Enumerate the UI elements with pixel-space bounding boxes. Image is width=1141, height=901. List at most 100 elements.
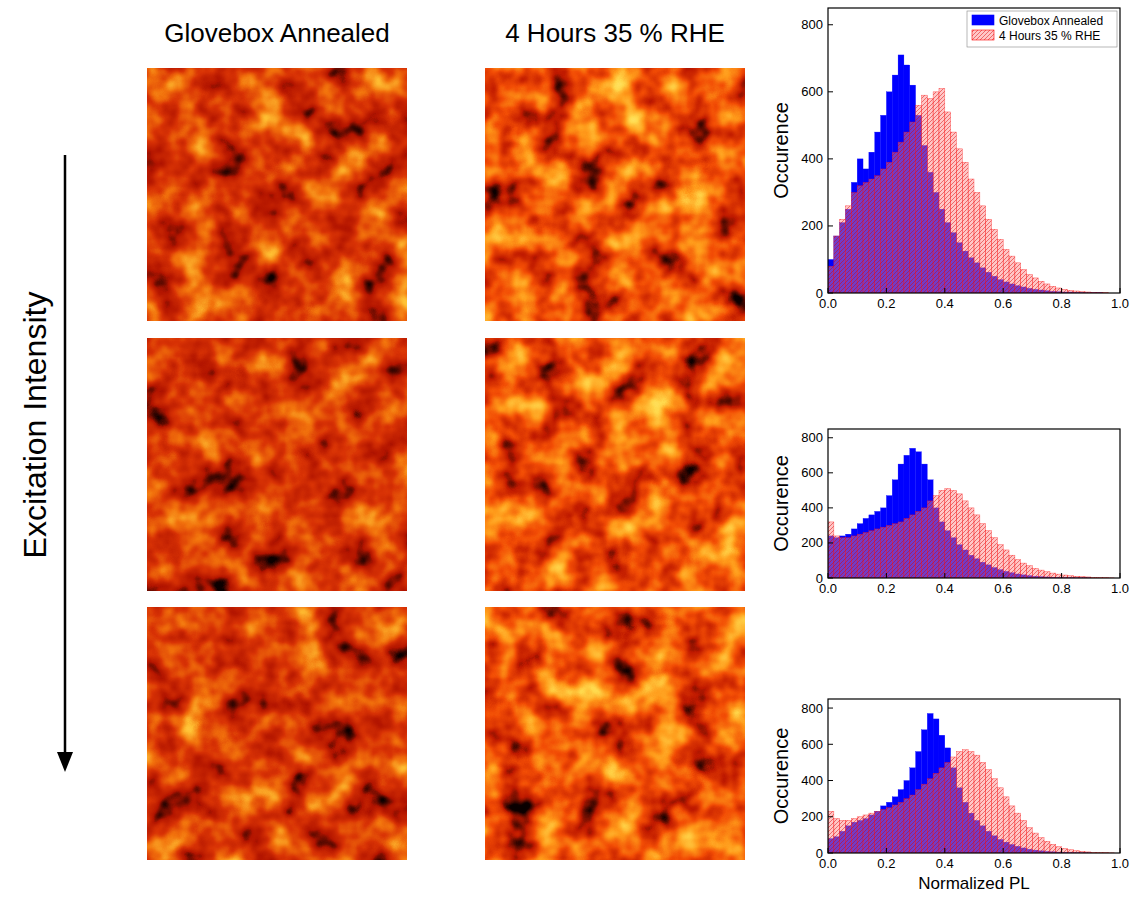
x-tick bbox=[1061, 573, 1062, 578]
pl-map-image bbox=[485, 68, 745, 321]
legend-box bbox=[967, 11, 1117, 47]
x-tick-label: 0.6 bbox=[994, 296, 1012, 311]
histogram-bar bbox=[980, 206, 986, 293]
histogram-bar bbox=[1038, 570, 1044, 578]
histogram-bar bbox=[962, 501, 968, 578]
x-tick-label: 0.8 bbox=[1053, 296, 1071, 311]
histogram-bar bbox=[869, 813, 875, 853]
histogram-bar bbox=[927, 480, 933, 578]
histogram-bar bbox=[834, 536, 840, 578]
x-tick-label: 0.0 bbox=[819, 856, 837, 871]
y-axis-title: Occurence bbox=[770, 102, 792, 199]
histogram-bar bbox=[846, 538, 852, 578]
arrow-head bbox=[57, 752, 73, 772]
plot-frame bbox=[828, 8, 1120, 293]
histogram-bar bbox=[886, 808, 892, 853]
histogram-bar bbox=[875, 132, 881, 293]
histogram-bar bbox=[857, 534, 863, 578]
histogram-bar bbox=[910, 795, 916, 853]
x-tick bbox=[944, 573, 945, 578]
series bbox=[828, 713, 1091, 853]
pl-map bbox=[147, 607, 407, 860]
histogram-bar bbox=[956, 752, 962, 853]
histogram-bar bbox=[875, 811, 881, 853]
bars bbox=[828, 448, 1114, 578]
arrow bbox=[64, 155, 67, 760]
histogram-bar bbox=[1009, 806, 1015, 853]
histogram-bar bbox=[869, 152, 875, 293]
histogram-bar bbox=[881, 508, 887, 578]
histogram-bar bbox=[974, 755, 980, 853]
histogram-panel: 02004006008000.00.20.40.60.81.0Occurence… bbox=[770, 699, 1129, 893]
histogram-bar bbox=[851, 192, 857, 293]
y-tick bbox=[828, 24, 833, 25]
histogram-bar bbox=[1003, 797, 1009, 853]
x-tick-label: 0.6 bbox=[994, 581, 1012, 596]
series bbox=[828, 448, 1091, 578]
histogram-bar bbox=[886, 92, 892, 293]
x-tick bbox=[1061, 848, 1062, 853]
histogram-bar bbox=[1027, 828, 1033, 853]
y-tick-label: 800 bbox=[801, 430, 823, 445]
histogram-bar bbox=[1027, 566, 1033, 578]
histogram-bar bbox=[1021, 820, 1027, 853]
histogram-bar bbox=[945, 762, 951, 853]
y-tick-label: 200 bbox=[801, 218, 823, 233]
y-tick bbox=[828, 158, 833, 159]
histogram-bar bbox=[898, 790, 904, 853]
histogram-bar bbox=[939, 768, 945, 853]
x-tick bbox=[886, 573, 887, 578]
histogram-bar bbox=[851, 536, 857, 578]
histogram-bar bbox=[840, 820, 846, 853]
series bbox=[828, 489, 1114, 578]
histogram-bar bbox=[986, 770, 992, 853]
histogram-bar bbox=[927, 713, 933, 853]
x-axis-title: Normalized PL bbox=[918, 874, 1030, 893]
bars bbox=[828, 713, 1114, 853]
histogram-bar bbox=[956, 494, 962, 578]
histogram-bar bbox=[828, 522, 834, 578]
column-header: 4 Hours 35 % RHE bbox=[505, 18, 725, 48]
y-axis-title: Occurence bbox=[770, 455, 792, 552]
histogram-bar bbox=[916, 105, 922, 293]
histogram-bar bbox=[945, 748, 951, 853]
y-tick bbox=[828, 91, 833, 92]
histogram-bar bbox=[910, 85, 916, 293]
x-tick bbox=[828, 848, 829, 853]
x-tick bbox=[1120, 848, 1121, 853]
histogram-bar bbox=[916, 511, 922, 578]
histogram-bar bbox=[898, 464, 904, 578]
histogram-bar bbox=[992, 538, 998, 578]
series bbox=[828, 750, 1114, 853]
histogram-bar bbox=[1009, 256, 1015, 293]
histogram-bar bbox=[886, 496, 892, 578]
histogram-bar bbox=[898, 142, 904, 293]
x-tick bbox=[1120, 288, 1121, 293]
x-tick-label: 0.6 bbox=[994, 856, 1012, 871]
histogram-bar bbox=[892, 152, 898, 293]
histogram-bar bbox=[1038, 281, 1044, 293]
histogram-bar bbox=[916, 752, 922, 853]
pl-map-image bbox=[147, 607, 407, 860]
histogram-bar bbox=[980, 524, 986, 578]
histogram-bar bbox=[875, 811, 881, 853]
histogram-bar bbox=[898, 802, 904, 853]
x-tick-label: 0.2 bbox=[877, 296, 895, 311]
histogram-bar bbox=[1003, 249, 1009, 293]
figure: Glovebox Annealed4 Hours 35 % RHEExcitat… bbox=[0, 0, 1141, 901]
histogram-bar bbox=[892, 524, 898, 578]
y-tick-label: 400 bbox=[801, 500, 823, 515]
arrow-label: Excitation Intensity bbox=[17, 292, 53, 559]
series bbox=[828, 55, 1102, 293]
histogram-bar bbox=[904, 781, 910, 853]
histogram-bar bbox=[869, 515, 875, 578]
histogram-bar bbox=[881, 810, 887, 853]
y-tick bbox=[828, 472, 833, 473]
histogram-bar bbox=[927, 779, 933, 853]
x-tick bbox=[1003, 573, 1004, 578]
histogram-bar bbox=[840, 219, 846, 293]
histogram-bar bbox=[892, 480, 898, 578]
histogram-bar bbox=[1050, 844, 1056, 853]
histogram-bar bbox=[968, 179, 974, 293]
histogram-bar bbox=[851, 529, 857, 578]
